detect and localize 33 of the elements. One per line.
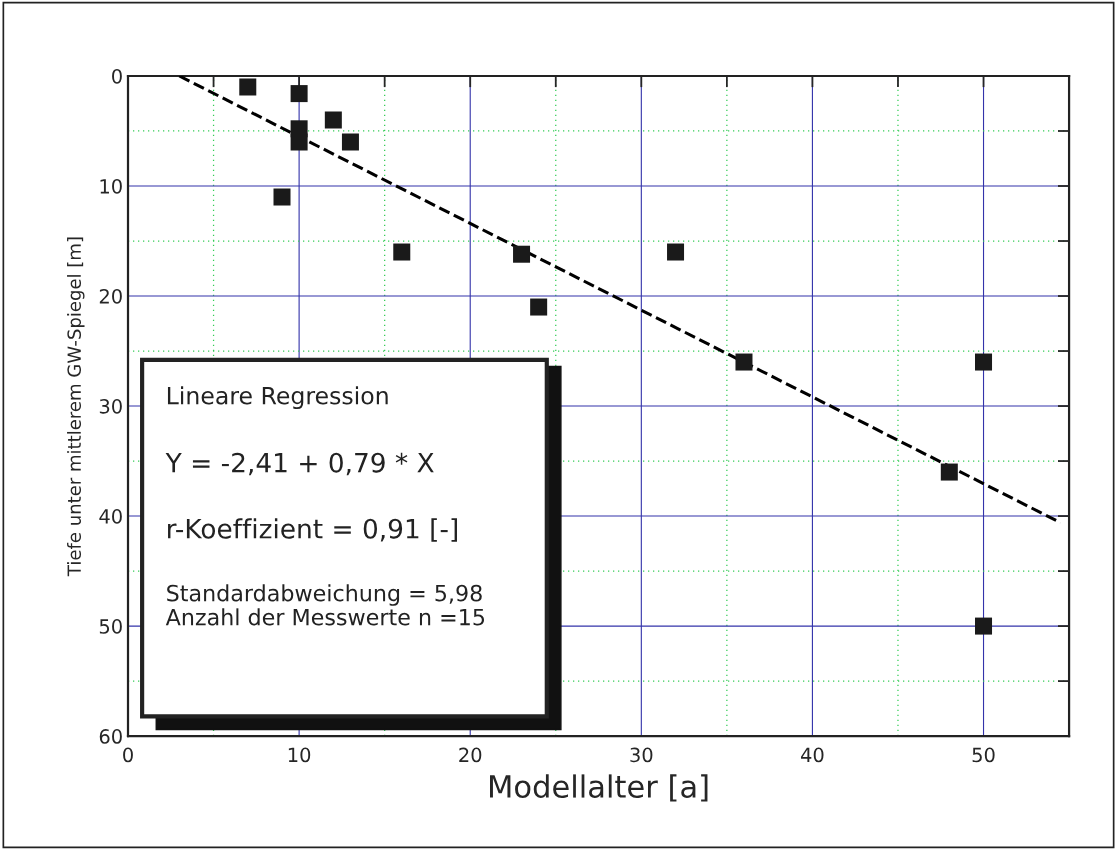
point (290, 133, 308, 151)
point (530, 298, 548, 316)
point (290, 85, 308, 103)
y-tick-label: 0 (112, 68, 122, 84)
point (735, 353, 753, 371)
y-axis-title: Tiefe unter mittlerem GW-Spiegel [m] (67, 237, 85, 577)
y-tick-label: 30 (99, 399, 122, 414)
annotation: Y = -2,41 + 0,79 * X (165, 452, 434, 476)
x-tick-label: 30 (630, 747, 653, 763)
y-tick-label: 60 (99, 729, 122, 744)
point (975, 353, 993, 371)
point (393, 243, 411, 261)
x-tick-label: 20 (459, 747, 482, 763)
x-tick-label: 10 (288, 747, 311, 763)
x-tick-label: 0 (123, 747, 133, 763)
point (975, 617, 993, 635)
point (324, 111, 342, 129)
x-tick-label: 40 (801, 747, 824, 763)
point (341, 133, 359, 151)
y-tick-label: 10 (100, 178, 122, 194)
y-tick-label: 40 (99, 509, 122, 524)
y-tick-label: 20 (99, 288, 122, 304)
point (940, 463, 958, 481)
x-axis-title: Modellalter [a] (490, 774, 708, 802)
x-tick-label: 50 (972, 747, 995, 763)
annotation: Lineare Regression (167, 386, 388, 410)
annotation: r-Koeffizient = 0,91 [-] (168, 518, 457, 542)
point (667, 243, 685, 261)
point (273, 188, 291, 206)
point (239, 78, 257, 96)
annotation: Standardabweichung = 5,98 Anzahl der Messwerte n =15 (165, 584, 485, 626)
y-tick-label: 50 (99, 619, 122, 634)
point (513, 245, 531, 263)
